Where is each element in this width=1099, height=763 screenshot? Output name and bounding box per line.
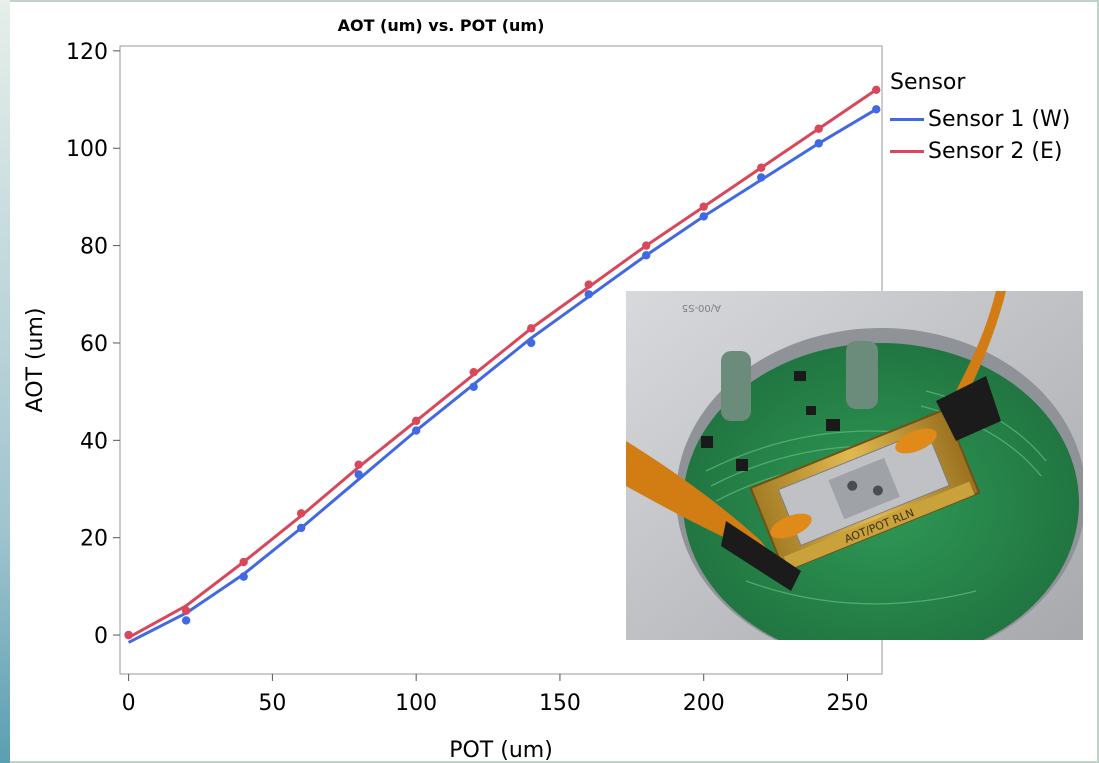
data-point-sensor-1 (354, 470, 363, 479)
data-point-sensor-1 (526, 338, 536, 348)
data-point-sensor-1 (296, 523, 306, 533)
y-tick-label: 40 (80, 429, 108, 454)
x-tick-label: 0 (122, 691, 136, 716)
chart-title: AOT (um) vs. POT (um) (337, 16, 545, 35)
legend-item-sensor-2: Sensor 2 (E) (890, 135, 1070, 167)
data-point-sensor-2 (757, 163, 766, 172)
data-point-sensor-1 (642, 251, 651, 260)
data-point-sensor-1 (814, 139, 823, 148)
data-point-sensor-1 (181, 616, 191, 625)
data-point-sensor-2 (354, 460, 363, 469)
x-tick-label: 50 (258, 691, 286, 716)
x-tick-label: 200 (683, 691, 725, 716)
data-point-sensor-1 (584, 290, 593, 299)
x-axis: 0 50 100 150 200 250 (122, 674, 868, 716)
legend-swatch-sensor-2 (890, 149, 924, 153)
data-point-sensor-1 (469, 382, 478, 391)
y-tick-label: 20 (80, 527, 108, 552)
data-point-sensor-2 (124, 630, 133, 640)
legend: Sensor Sensor 1 (W) Sensor 2 (E) (890, 70, 1070, 167)
x-axis-label: POT (um) (449, 738, 553, 763)
data-point-sensor-1 (872, 105, 881, 114)
legend-label-sensor-1: Sensor 1 (W) (928, 106, 1071, 132)
data-point-sensor-2 (239, 557, 248, 567)
y-axis: 0 20 40 60 80 100 120 (66, 40, 120, 649)
legend-swatch-sensor-1 (890, 117, 924, 121)
data-point-sensor-2 (584, 280, 593, 289)
sensor-photo: AOT/POT RLN A/00-S5 (626, 291, 1083, 640)
data-point-sensor-2 (814, 124, 823, 133)
data-point-sensor-1 (699, 212, 708, 221)
y-tick-label: 0 (94, 624, 108, 649)
data-point-sensor-2 (872, 85, 881, 95)
y-axis-label: AOT (um) (23, 308, 48, 413)
x-tick-label: 150 (539, 691, 581, 716)
legend-title: Sensor (890, 70, 966, 95)
data-point-sensor-1 (239, 572, 248, 581)
data-point-sensor-2 (411, 416, 421, 426)
data-point-sensor-1 (757, 173, 766, 182)
background-strip (0, 0, 10, 763)
data-point-sensor-2 (181, 606, 191, 615)
y-tick-label: 120 (66, 40, 108, 65)
fit-line-sensor-2 (127, 88, 878, 639)
data-point-sensor-2 (526, 324, 536, 333)
data-point-sensor-2 (296, 509, 306, 518)
y-tick-label: 80 (80, 235, 108, 260)
y-tick-label: 100 (66, 137, 108, 162)
legend-item-sensor-1: Sensor 1 (W) (890, 103, 1070, 135)
y-tick-label: 60 (80, 332, 108, 357)
fit-line-sensor-1 (127, 108, 877, 644)
series-layer (124, 85, 881, 644)
data-point-sensor-2 (699, 202, 708, 211)
data-point-sensor-2 (642, 241, 651, 250)
x-tick-label: 100 (395, 691, 437, 716)
data-point-sensor-2 (469, 367, 478, 377)
legend-label-sensor-2: Sensor 2 (E) (928, 138, 1063, 164)
svg-text:A/00-S5: A/00-S5 (682, 302, 721, 313)
x-tick-label: 250 (826, 691, 868, 716)
data-point-sensor-1 (411, 426, 421, 435)
